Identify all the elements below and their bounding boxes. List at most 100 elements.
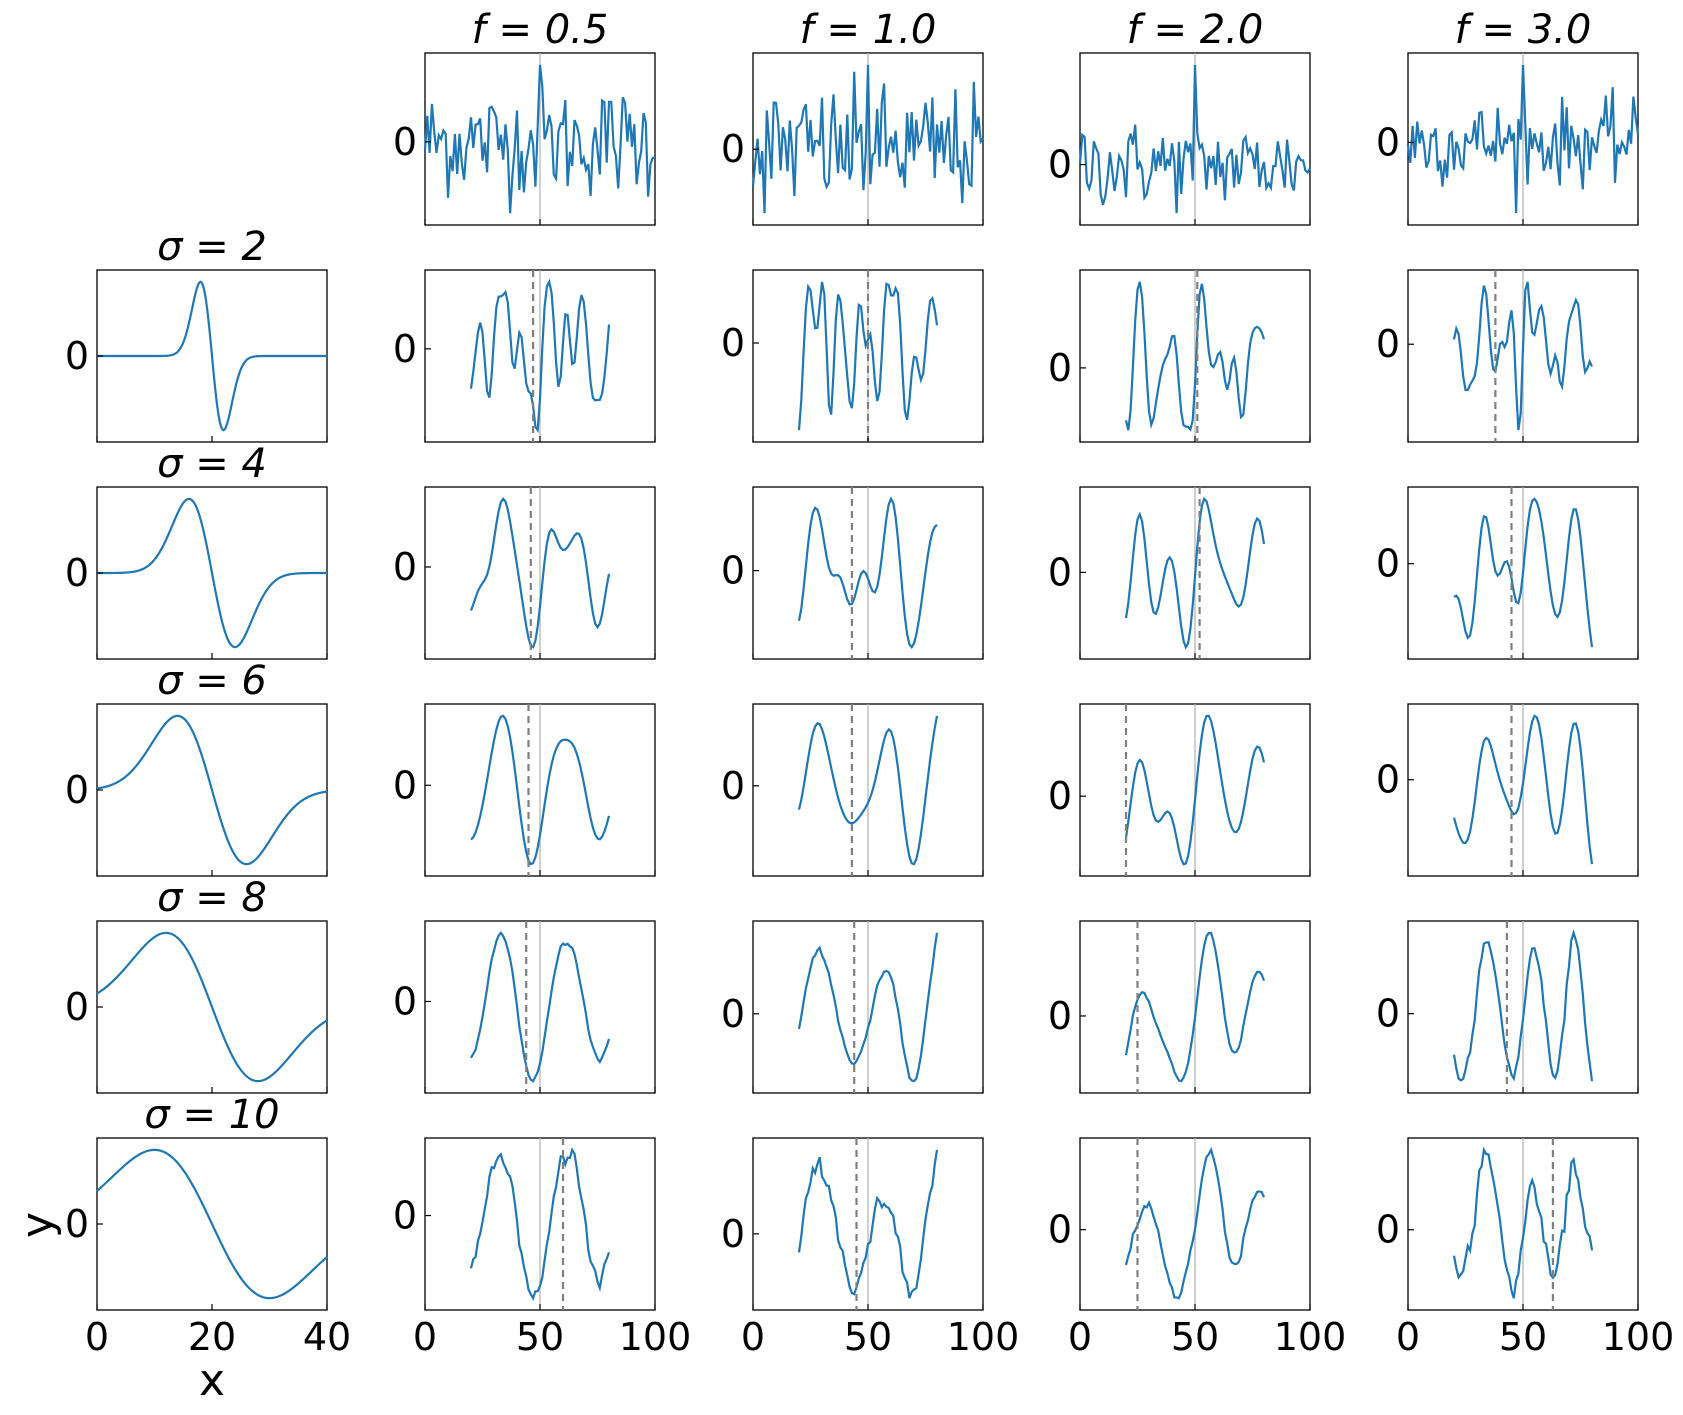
signal-panel-col3: 0 [1048,52,1311,226]
series-line [1124,931,1266,1083]
filtered-panel-r2-c2: 0 [721,486,984,660]
signal-panel-col4: 0 [1376,52,1640,226]
filtered-panel-r4-c3: 0 [1048,920,1311,1094]
series-line [1124,714,1266,866]
series-line [797,932,939,1083]
column-title: f = 1.0 [800,7,937,53]
y-tick-label: 0 [1376,542,1400,586]
filtered-panel-r5-c2: 0 0 50 100 [721,1137,1020,1359]
series-line [423,64,656,214]
x-tick-label: 40 [303,1315,351,1359]
x-tick-label: 100 [1274,1315,1347,1359]
y-tick-label: 0 [1048,1208,1072,1252]
y-tick-label: 0 [1048,550,1072,594]
y-tick-label: 0 [721,321,745,365]
y-tick-label: 0 [1048,143,1072,187]
x-tick-label: 50 [1499,1315,1547,1359]
y-tick-label: 0 [393,120,417,164]
series-line [797,281,939,431]
x-tick-label: 20 [188,1315,236,1359]
kernel-panel-row4: 0 [65,920,328,1094]
series-line [797,1149,939,1299]
x-tick-label: 0 [1068,1315,1092,1359]
x-tick-label: 50 [516,1315,564,1359]
axes-frame [96,920,328,1094]
x-tick-label: 50 [844,1315,892,1359]
y-tick-label: 0 [721,1212,745,1256]
y-tick-label: 0 [65,768,89,812]
x-axis-label: x [199,1355,225,1406]
signal-panel-col1: 0 [393,52,656,226]
series-line [97,497,327,649]
row-title: σ = 6 [157,658,267,704]
filtered-panel-r4-c4: 0 [1376,920,1639,1094]
series-line [797,715,939,866]
filtered-panel-r5-c4: 0 0 50 100 [1376,1137,1675,1359]
y-tick-label: 0 [65,985,89,1029]
series-line [469,497,611,649]
x-tick-label: 50 [1171,1315,1219,1359]
column-title: f = 2.0 [1127,7,1264,53]
y-tick-label: 0 [1376,992,1400,1036]
x-tick-label: 0 [85,1315,109,1359]
series-line [1452,281,1594,431]
filtered-panel-r3-c3: 0 [1048,703,1311,877]
series-line [1453,497,1594,648]
series-line [1406,64,1640,214]
filtered-panel-r1-c2: 0 [721,269,984,443]
filtered-panel-r2-c1: 0 [393,486,656,660]
x-tick-label: 0 [741,1315,765,1359]
row-title: σ = 4 [157,441,267,487]
filtered-panel-r5-c3: 0 0 50 100 [1048,1137,1347,1359]
y-tick-label: 0 [65,334,89,378]
row-title: σ = 2 [157,224,267,270]
y-tick-label: 0 [1048,346,1072,390]
series-line [1124,1146,1266,1300]
y-tick-label: 0 [1376,120,1400,164]
filtered-panel-r4-c1: 0 [393,920,656,1094]
x-tick-label: 100 [947,1315,1020,1359]
y-tick-label: 0 [1048,774,1072,818]
series-line [1452,714,1594,865]
y-tick-label: 0 [393,979,417,1023]
filtered-panel-r5-c1: 0 0 50 100 [393,1137,692,1359]
y-tick-label: 0 [1376,758,1400,802]
x-tick-label: 0 [1396,1315,1420,1359]
column-title: f = 0.5 [472,7,609,53]
row-title: σ = 10 [144,1092,279,1138]
series-line [96,714,328,866]
y-tick-label: 0 [721,764,745,808]
x-tick-label: 100 [619,1315,692,1359]
y-tick-label: 0 [1376,322,1400,366]
y-tick-label: 0 [65,1202,89,1246]
series-line [1452,929,1594,1082]
filtered-panel-r2-c3: 0 [1048,486,1311,660]
filtered-panel-r1-c1: 0 [393,269,656,443]
filtered-panel-r2-c4: 0 [1376,486,1639,660]
series-line [751,64,984,214]
y-tick-label: 0 [721,127,745,171]
filtered-panel-r4-c2: 0 [721,920,984,1094]
y-tick-label: 0 [1048,994,1072,1038]
series-line [96,931,328,1083]
column-title: f = 3.0 [1455,7,1592,53]
kernel-panel-row1: 0 [65,269,328,443]
signal-panel-col2: 0 [721,52,984,226]
filtered-panel-r3-c4: 0 [1376,703,1639,877]
kernel-panel-row5: 0 0 20 40 [65,1137,351,1359]
x-tick-label: 100 [1602,1315,1675,1359]
series-line [1124,496,1266,650]
series-line [96,1148,328,1300]
x-tick-label: 0 [413,1315,437,1359]
y-tick-label: 0 [721,992,745,1036]
y-tick-label: 0 [65,551,89,595]
row-title: σ = 8 [157,875,267,921]
series-line [470,714,611,866]
kernel-panel-row3: 0 [65,703,328,877]
y-tick-label: 0 [393,1194,417,1238]
filtered-panel-r3-c1: 0 [393,703,656,877]
filtered-panel-r3-c2: 0 [721,703,984,877]
y-axis-label: y [12,1212,63,1238]
series-line [1124,281,1266,432]
series-line [1452,1146,1594,1299]
